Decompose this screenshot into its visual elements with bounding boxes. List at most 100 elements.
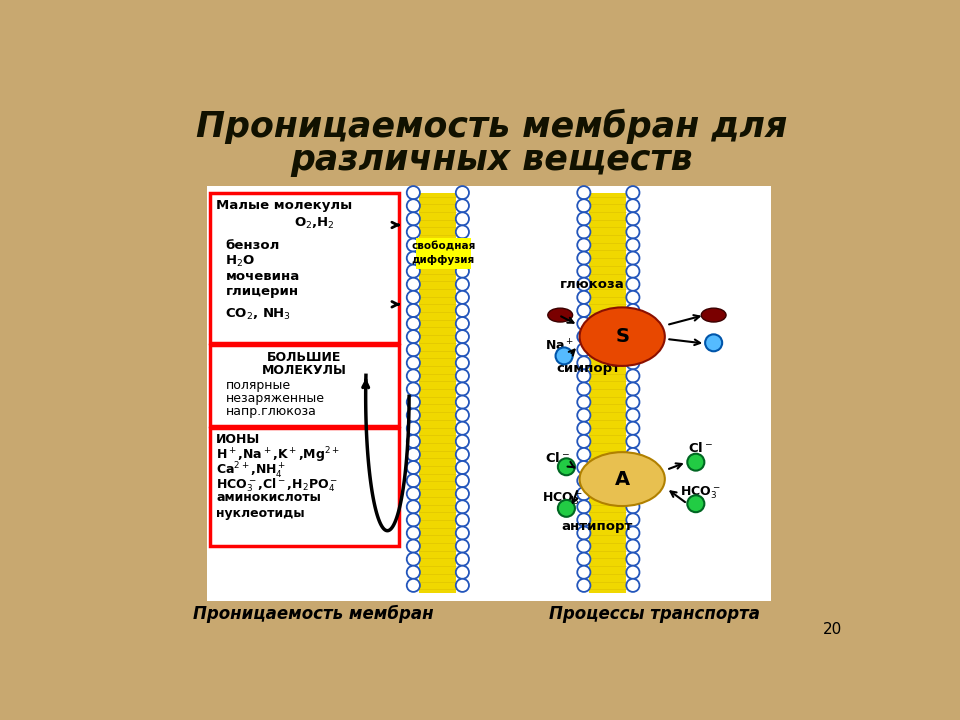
- Text: H$^+$,Na$^+$,K$^+$,Mg$^{2+}$: H$^+$,Na$^+$,K$^+$,Mg$^{2+}$: [216, 445, 340, 465]
- Text: ИОНЫ: ИОНЫ: [216, 433, 260, 446]
- Circle shape: [577, 487, 590, 500]
- Circle shape: [558, 500, 575, 517]
- Text: бензол: бензол: [226, 239, 279, 252]
- Circle shape: [626, 186, 639, 199]
- Text: O$_2$,H$_2$: O$_2$,H$_2$: [294, 216, 334, 231]
- Circle shape: [577, 500, 590, 513]
- Text: напр.глюкоза: напр.глюкоза: [226, 405, 316, 418]
- Circle shape: [407, 343, 420, 356]
- Circle shape: [558, 459, 575, 475]
- Circle shape: [577, 539, 590, 553]
- Circle shape: [456, 382, 469, 395]
- Circle shape: [456, 409, 469, 422]
- Circle shape: [626, 474, 639, 487]
- Text: S: S: [615, 327, 629, 346]
- Text: различных веществ: различных веществ: [291, 143, 693, 177]
- Circle shape: [407, 199, 420, 212]
- Circle shape: [556, 348, 572, 364]
- Circle shape: [407, 317, 420, 330]
- Circle shape: [577, 212, 590, 225]
- Circle shape: [626, 225, 639, 238]
- Circle shape: [577, 199, 590, 212]
- Circle shape: [456, 225, 469, 238]
- Circle shape: [407, 579, 420, 592]
- Circle shape: [407, 330, 420, 343]
- Text: A: A: [614, 469, 630, 489]
- Circle shape: [407, 212, 420, 225]
- Circle shape: [407, 356, 420, 369]
- Circle shape: [626, 278, 639, 291]
- Circle shape: [456, 474, 469, 487]
- Text: незаряженные: незаряженные: [226, 392, 324, 405]
- Circle shape: [626, 304, 639, 317]
- Text: Процессы транспорта: Процессы транспорта: [549, 605, 760, 623]
- Circle shape: [577, 474, 590, 487]
- Circle shape: [626, 526, 639, 539]
- Circle shape: [577, 265, 590, 278]
- Text: глицерин: глицерин: [226, 285, 299, 298]
- Circle shape: [407, 238, 420, 251]
- Circle shape: [626, 500, 639, 513]
- Circle shape: [407, 251, 420, 265]
- Circle shape: [577, 291, 590, 304]
- Circle shape: [456, 369, 469, 382]
- Circle shape: [456, 199, 469, 212]
- Circle shape: [577, 369, 590, 382]
- Circle shape: [456, 461, 469, 474]
- Circle shape: [456, 422, 469, 435]
- Circle shape: [577, 409, 590, 422]
- Circle shape: [456, 356, 469, 369]
- Circle shape: [577, 448, 590, 461]
- Circle shape: [626, 395, 639, 409]
- Circle shape: [626, 330, 639, 343]
- Circle shape: [456, 343, 469, 356]
- Circle shape: [626, 487, 639, 500]
- Circle shape: [626, 382, 639, 395]
- Circle shape: [577, 225, 590, 238]
- Circle shape: [626, 566, 639, 579]
- Circle shape: [456, 265, 469, 278]
- Circle shape: [456, 487, 469, 500]
- Circle shape: [407, 304, 420, 317]
- Circle shape: [626, 409, 639, 422]
- Circle shape: [407, 422, 420, 435]
- Circle shape: [456, 566, 469, 579]
- Circle shape: [407, 409, 420, 422]
- Circle shape: [456, 526, 469, 539]
- Text: CO$_2$, NH$_3$: CO$_2$, NH$_3$: [226, 307, 292, 322]
- Circle shape: [626, 356, 639, 369]
- Circle shape: [456, 553, 469, 566]
- Text: аминокислоты: аминокислоты: [216, 492, 321, 505]
- Text: полярные: полярные: [226, 379, 291, 392]
- Circle shape: [626, 369, 639, 382]
- Circle shape: [456, 212, 469, 225]
- Text: симпорт: симпорт: [557, 362, 620, 376]
- Circle shape: [407, 382, 420, 395]
- Circle shape: [456, 251, 469, 265]
- Circle shape: [577, 395, 590, 409]
- Text: Cl$^-$: Cl$^-$: [688, 441, 713, 455]
- FancyBboxPatch shape: [417, 238, 470, 269]
- Circle shape: [626, 579, 639, 592]
- Circle shape: [456, 579, 469, 592]
- Circle shape: [577, 356, 590, 369]
- Circle shape: [407, 500, 420, 513]
- Circle shape: [626, 238, 639, 251]
- Circle shape: [407, 435, 420, 448]
- Circle shape: [577, 278, 590, 291]
- Circle shape: [407, 566, 420, 579]
- Circle shape: [577, 186, 590, 199]
- Circle shape: [626, 251, 639, 265]
- Circle shape: [456, 186, 469, 199]
- Circle shape: [577, 317, 590, 330]
- Text: мочевина: мочевина: [226, 270, 300, 283]
- Circle shape: [626, 317, 639, 330]
- Circle shape: [456, 317, 469, 330]
- Circle shape: [407, 291, 420, 304]
- Bar: [589, 193, 626, 593]
- Circle shape: [626, 199, 639, 212]
- Text: Проницаемость мембран: Проницаемость мембран: [193, 605, 434, 623]
- Circle shape: [687, 495, 705, 512]
- FancyBboxPatch shape: [210, 193, 399, 343]
- Circle shape: [626, 553, 639, 566]
